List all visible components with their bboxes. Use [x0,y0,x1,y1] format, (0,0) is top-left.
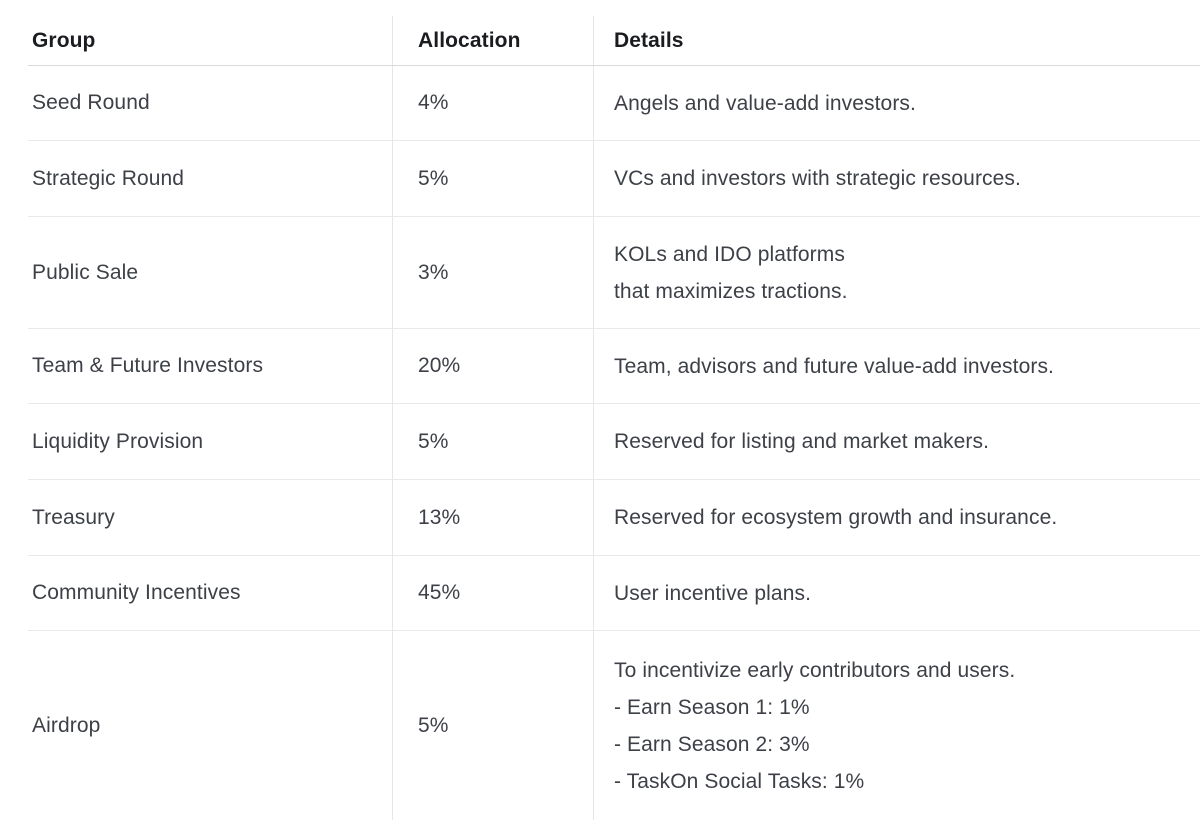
cell-allocation: 5% [392,404,593,479]
cell-group: Public Sale [32,260,139,284]
column-header-details: Details [593,16,1200,65]
table-row-airdrop: Airdrop 5% To incentivize early contribu… [28,631,1200,820]
cell-group: Airdrop [32,713,101,737]
cell-details: User incentive plans. [593,556,1200,630]
cell-group: Treasury [32,505,115,529]
cell-group: Seed Round [32,91,150,114]
cell-group: Strategic Round [32,166,185,190]
cell-details: To incentivize early contributors and us… [593,631,1200,820]
table-row-strategic-round: Strategic Round 5% VCs and investors wit… [28,141,1200,217]
table-row-public-sale: Public Sale 3% KOLs and IDO platforms th… [28,217,1200,329]
cell-allocation: 5% [392,141,593,216]
table-row-team-future-investors: Team & Future Investors 20% Team, adviso… [28,329,1200,404]
cell-group: Team & Future Investors [32,354,264,377]
cell-allocation: 3% [392,217,593,328]
column-header-allocation: Allocation [392,16,593,65]
table-row-liquidity-provision: Liquidity Provision 5% Reserved for list… [28,404,1200,480]
table-row-community-incentives: Community Incentives 45% User incentive … [28,556,1200,631]
cell-allocation: 20% [392,329,593,403]
cell-group: Community Incentives [32,581,241,604]
cell-details: Team, advisors and future value-add inve… [593,329,1200,403]
cell-details: VCs and investors with strategic resourc… [593,141,1200,216]
table-row-treasury: Treasury 13% Reserved for ecosystem grow… [28,480,1200,556]
table-header-row: Group Allocation Details [28,16,1200,66]
cell-allocation: 5% [392,631,593,820]
cell-allocation: 45% [392,556,593,630]
column-header-group: Group [32,28,96,52]
cell-allocation: 4% [392,66,593,140]
cell-details: Angels and value-add investors. [593,66,1200,140]
table-row-seed-round: Seed Round 4% Angels and value-add inves… [28,66,1200,141]
cell-details: Reserved for ecosystem growth and insura… [593,480,1200,555]
allocation-table: Group Allocation Details Seed Round 4% A… [28,16,1200,820]
cell-group: Liquidity Provision [32,429,204,453]
cell-details: KOLs and IDO platforms that maximizes tr… [593,217,1200,328]
cell-details: Reserved for listing and market makers. [593,404,1200,479]
cell-allocation: 13% [392,480,593,555]
